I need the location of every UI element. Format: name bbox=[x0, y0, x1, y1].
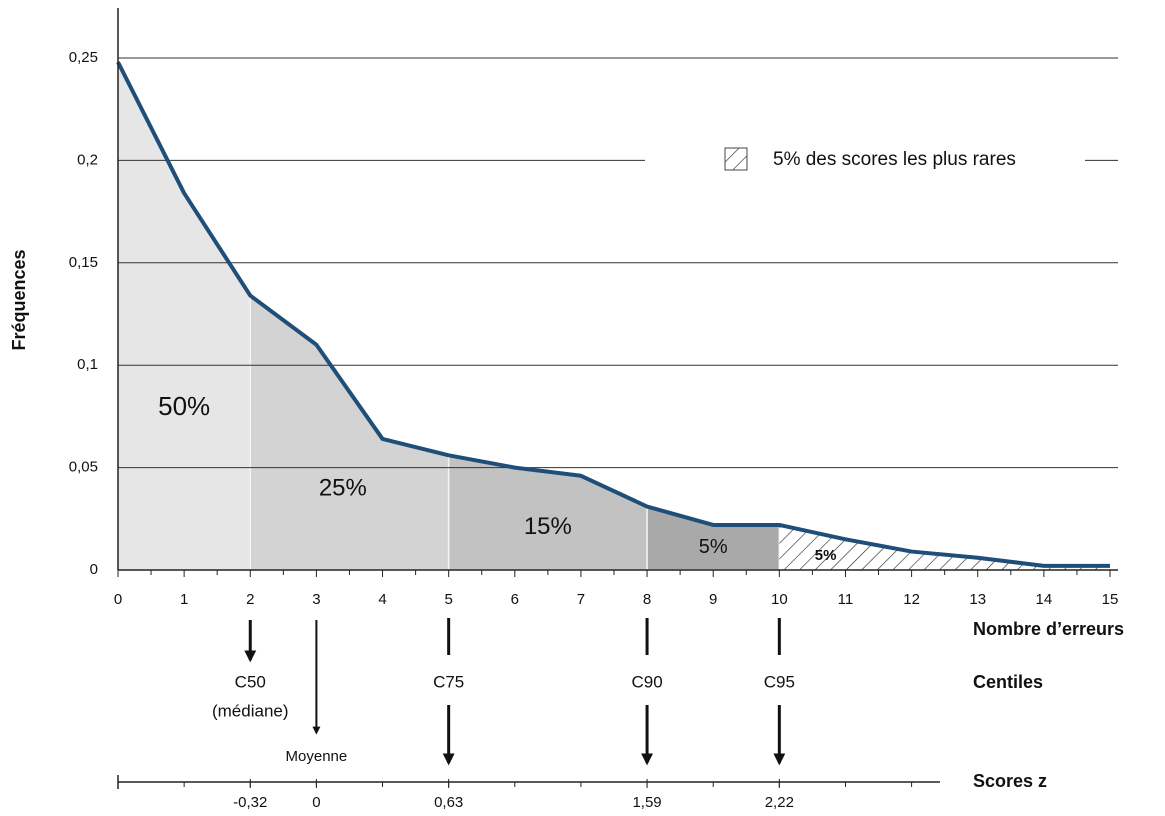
x-tick-label: 15 bbox=[1102, 591, 1119, 608]
legend-label: 5% des scores les plus rares bbox=[773, 149, 1016, 170]
x-axis-label: Nombre d’erreurs bbox=[973, 619, 1124, 639]
z-tick-label: 0,63 bbox=[434, 794, 463, 811]
x-tick-label: 2 bbox=[246, 591, 254, 608]
x-tick-label: 11 bbox=[838, 591, 854, 608]
y-tick-label: 0,1 bbox=[77, 356, 98, 373]
region-label: 50% bbox=[158, 391, 210, 421]
x-tick-label: 12 bbox=[903, 591, 920, 608]
x-tick-label: 3 bbox=[312, 591, 320, 608]
region-label: 5% bbox=[815, 547, 837, 564]
region bbox=[779, 524, 1110, 570]
y-axis-label: Fréquences bbox=[9, 249, 29, 350]
frequency-line bbox=[116, 61, 1110, 568]
x-tick-label: 10 bbox=[771, 591, 788, 608]
x-tick-label: 8 bbox=[643, 591, 651, 608]
centile-label: C90 bbox=[631, 672, 662, 691]
z-tick-label: -0,32 bbox=[233, 794, 267, 811]
centile-note: (médiane) bbox=[212, 701, 289, 720]
x-tick-label: 13 bbox=[969, 591, 986, 608]
region-label: 15% bbox=[524, 513, 572, 540]
x-tick-label: 1 bbox=[180, 591, 188, 608]
legend-swatch bbox=[724, 147, 748, 171]
centiles-title: Centiles bbox=[973, 672, 1043, 692]
y-tick-label: 0 bbox=[90, 561, 98, 578]
mean-label: Moyenne bbox=[286, 748, 348, 765]
centile-label: C95 bbox=[764, 672, 795, 691]
region bbox=[117, 61, 252, 571]
x-tick-label: 9 bbox=[709, 591, 717, 608]
x-tick-label: 7 bbox=[577, 591, 585, 608]
legend-backing bbox=[645, 130, 1085, 190]
x-tick-label: 4 bbox=[378, 591, 386, 608]
x-tick-label: 6 bbox=[511, 591, 519, 608]
centile-label: C75 bbox=[433, 672, 464, 691]
x-tick-label: 0 bbox=[114, 591, 122, 608]
z-tick-label: 1,59 bbox=[632, 794, 661, 811]
y-tick-label: 0,25 bbox=[69, 49, 98, 66]
z-axis-title: Scores z bbox=[973, 771, 1047, 791]
region bbox=[249, 294, 450, 571]
centile-label: C50 bbox=[235, 672, 266, 691]
z-tick-label: 0 bbox=[312, 794, 320, 811]
y-tick-label: 0,2 bbox=[77, 151, 98, 168]
y-tick-label: 0,15 bbox=[69, 254, 98, 271]
y-tick-label: 0,05 bbox=[69, 459, 98, 476]
z-tick-label: 2,22 bbox=[765, 794, 794, 811]
region-label: 5% bbox=[699, 536, 728, 558]
x-tick-label: 14 bbox=[1036, 591, 1053, 608]
region-label: 25% bbox=[319, 475, 367, 502]
x-tick-label: 5 bbox=[444, 591, 452, 608]
